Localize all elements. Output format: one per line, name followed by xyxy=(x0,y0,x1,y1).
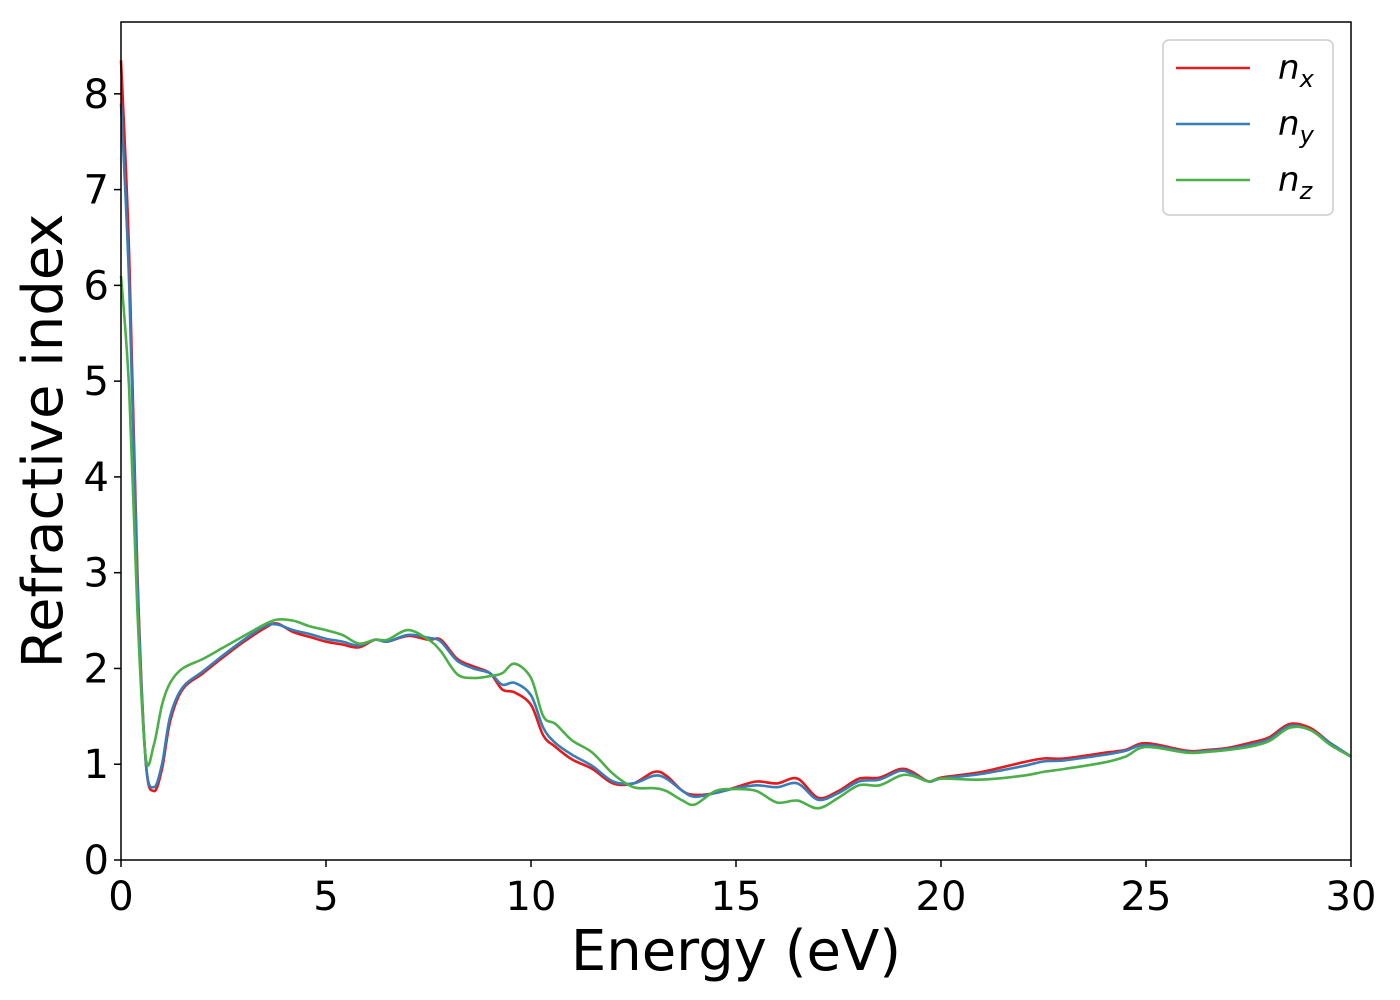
legend-label-nz: nz xyxy=(1278,160,1314,205)
y-tick-label: 1 xyxy=(84,742,109,788)
series-line-nx xyxy=(119,60,1352,800)
x-axis-title: Energy (eV) xyxy=(571,919,901,984)
legend-subscript: z xyxy=(1299,177,1314,205)
x-tick-label: 25 xyxy=(1121,874,1172,920)
series-line-ny xyxy=(119,103,1352,802)
axis-ticks: 0 5 10 15 20 25 30 0 1 2 3 4 5 6 7 8 xyxy=(84,72,1377,920)
series-line-nz xyxy=(119,275,1352,810)
x-tick-label: 10 xyxy=(506,874,557,920)
legend-symbol: n xyxy=(1278,48,1300,88)
legend-subscript: y xyxy=(1299,121,1315,149)
legend-label-ny: ny xyxy=(1278,104,1315,149)
y-tick-label: 3 xyxy=(84,551,109,597)
x-tick-label: 20 xyxy=(916,874,967,920)
plot-frame xyxy=(120,21,1352,861)
y-tick-label: 6 xyxy=(84,263,109,309)
y-tick-label: 0 xyxy=(84,838,109,884)
y-tick-label: 4 xyxy=(84,455,109,501)
series-lines xyxy=(119,60,1352,810)
legend-symbol: n xyxy=(1278,160,1300,200)
y-tick-label: 7 xyxy=(84,168,109,214)
y-axis-title: Refractive index xyxy=(11,214,76,669)
x-tick-label: 15 xyxy=(711,874,762,920)
y-tick-label: 5 xyxy=(84,359,109,405)
x-tick-label: 0 xyxy=(108,874,133,920)
legend-label-nx: nx xyxy=(1278,48,1315,93)
legend-subscript: x xyxy=(1299,65,1315,93)
legend-symbol: n xyxy=(1278,104,1300,144)
y-tick-label: 8 xyxy=(84,72,109,118)
y-tick-label: 2 xyxy=(84,646,109,692)
legend-box xyxy=(1162,39,1334,216)
x-tick-label: 5 xyxy=(313,874,338,920)
x-tick-label: 30 xyxy=(1326,874,1377,920)
